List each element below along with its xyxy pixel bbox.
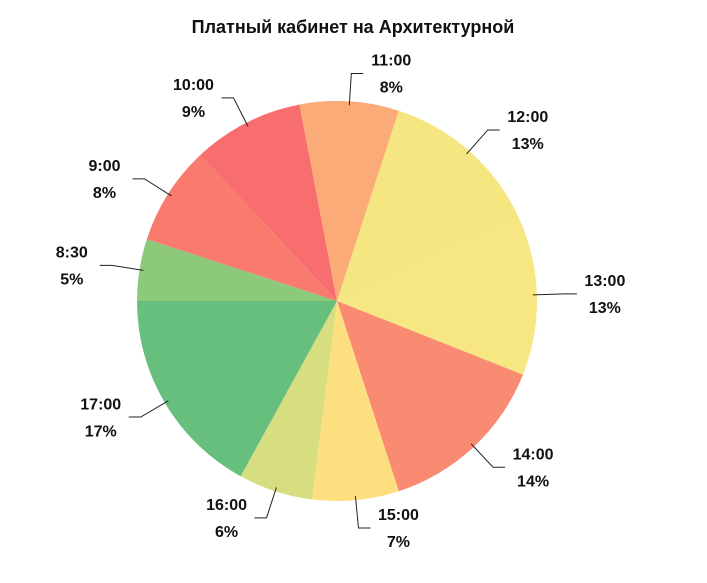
pie-slice xyxy=(137,239,337,301)
slice-label: 10:00 xyxy=(173,77,214,94)
leader-line xyxy=(466,129,500,155)
leader-line xyxy=(254,487,277,519)
slice-label: 16:00 xyxy=(206,497,247,514)
value-label: 5% xyxy=(60,272,83,289)
slice-label: 15:00 xyxy=(378,507,419,524)
slice-label: 12:00 xyxy=(507,109,548,126)
pie-slice xyxy=(137,301,337,477)
slice-label: 9:00 xyxy=(88,158,120,175)
leader-line xyxy=(128,400,169,418)
value-label: 9% xyxy=(182,104,205,121)
pie-slice xyxy=(299,100,399,301)
value-label: 13% xyxy=(589,300,621,317)
slice-label: 8:30 xyxy=(56,245,88,262)
leader-line xyxy=(532,293,577,296)
chart-title: Платный кабинет на Архитектурной xyxy=(192,17,515,37)
leader-line xyxy=(354,496,371,529)
value-label: 13% xyxy=(512,136,544,153)
value-label: 14% xyxy=(517,473,549,490)
pie-slice xyxy=(337,301,523,492)
value-label: 8% xyxy=(93,185,116,202)
leader-line xyxy=(132,178,172,197)
pie-slice xyxy=(337,110,518,301)
pie-slice xyxy=(200,104,337,302)
leader-line xyxy=(99,264,144,271)
pie-slice xyxy=(337,215,537,375)
pie-slice xyxy=(146,155,337,301)
value-label: 8% xyxy=(380,80,403,97)
pie-slice xyxy=(240,301,337,500)
pie-slice xyxy=(311,301,399,501)
value-label: 7% xyxy=(387,534,410,551)
value-label: 6% xyxy=(215,524,238,541)
slice-label: 11:00 xyxy=(371,53,411,70)
value-label: 17% xyxy=(85,423,117,440)
leader-line xyxy=(348,72,364,106)
slice-label: 14:00 xyxy=(513,446,554,463)
leader-line xyxy=(470,443,506,468)
leader-line xyxy=(221,97,249,127)
slice-label: 17:00 xyxy=(80,396,121,413)
slice-label: 13:00 xyxy=(584,273,625,290)
